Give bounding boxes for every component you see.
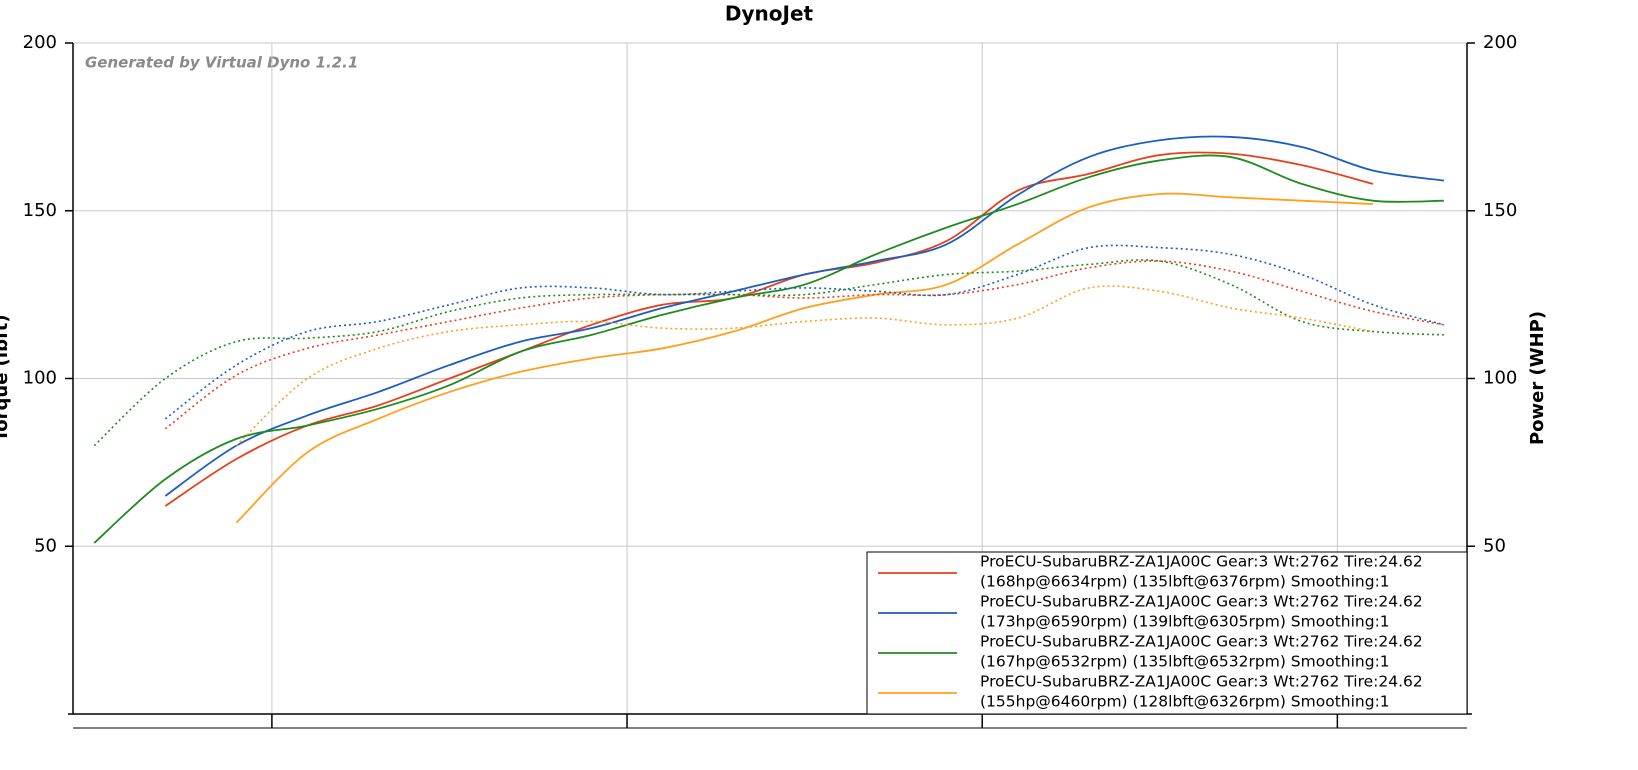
legend-label: ProECU-SubaruBRZ-ZA1JA00C Gear:3 Wt:2762…	[980, 593, 1423, 611]
chart-title: DynoJet	[725, 2, 814, 26]
power-line	[93, 154, 1444, 544]
legend-detail: (167hp@6532rpm) (135lbft@6532rpm) Smooth…	[980, 653, 1390, 671]
power-line	[235, 192, 1373, 524]
y-tick-label: 100	[23, 368, 57, 389]
y2-tick-label: 100	[1483, 368, 1517, 389]
legend-label: ProECU-SubaruBRZ-ZA1JA00C Gear:3 Wt:2762…	[980, 553, 1423, 571]
annotation: Generated by Virtual Dyno 1.2.1	[85, 54, 358, 72]
y2-axis-label: Power (WHP)	[1527, 311, 1548, 445]
legend: ProECU-SubaruBRZ-ZA1JA00C Gear:3 Wt:2762…	[866, 551, 1468, 715]
y-tick-label: 200	[23, 32, 57, 53]
y2-tick-label: 200	[1483, 32, 1517, 53]
power-line	[164, 135, 1445, 497]
legend-detail: (155hp@6460rpm) (128lbft@6326rpm) Smooth…	[980, 693, 1390, 711]
legend-box	[866, 551, 1468, 715]
legend-detail: (173hp@6590rpm) (139lbft@6305rpm) Smooth…	[980, 613, 1390, 631]
torque-line	[164, 244, 1445, 420]
legend-detail: (168hp@6634rpm) (135lbft@6376rpm) Smooth…	[980, 573, 1390, 591]
plot-area	[93, 135, 1445, 544]
legend-label: ProECU-SubaruBRZ-ZA1JA00C Gear:3 Wt:2762…	[980, 633, 1423, 651]
torque-line	[93, 259, 1444, 447]
y2-tick-label: 150	[1483, 200, 1517, 221]
y-axis-label: Torque (lbft)	[0, 314, 12, 441]
legend-label: ProECU-SubaruBRZ-ZA1JA00C Gear:3 Wt:2762…	[980, 673, 1423, 691]
grid: 50 100 150 200 50 100 150 200	[23, 32, 1517, 728]
y-tick-label: 150	[23, 200, 57, 221]
power-line	[164, 151, 1374, 507]
y-tick-label: 50	[34, 535, 57, 556]
y2-tick-label: 50	[1483, 535, 1506, 556]
torque-line	[235, 285, 1374, 447]
